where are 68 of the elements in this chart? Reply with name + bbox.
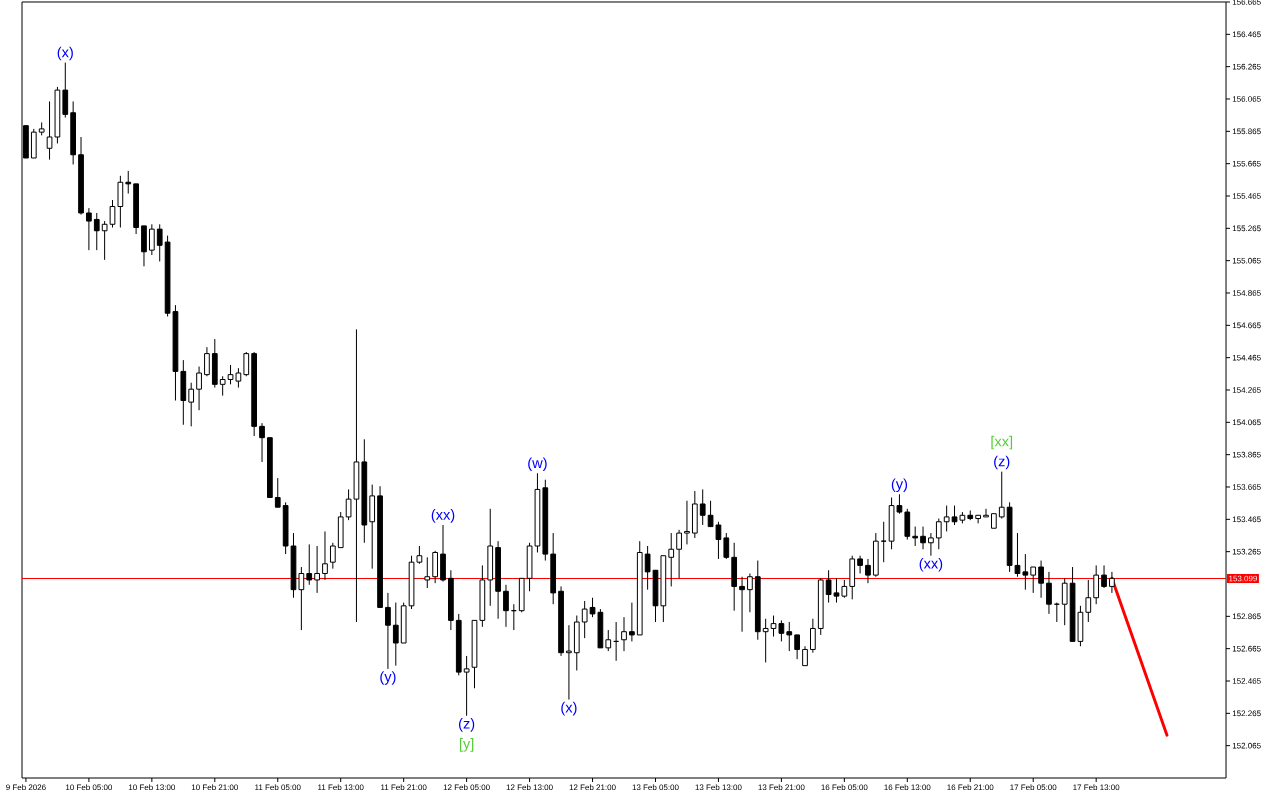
candlestick xyxy=(463,655,470,717)
candlestick xyxy=(259,422,265,463)
candlestick xyxy=(385,592,391,670)
candlestick xyxy=(998,471,1005,520)
candlestick xyxy=(629,602,635,642)
annotation: (y) xyxy=(891,478,908,492)
candlestick xyxy=(424,556,431,589)
candlestick xyxy=(1109,571,1115,594)
candlestick xyxy=(322,530,328,581)
candlestick xyxy=(148,223,155,256)
candlestick xyxy=(1101,564,1107,589)
candlestick xyxy=(125,170,132,195)
candlestick xyxy=(739,576,745,633)
candlestick xyxy=(314,545,320,594)
candlestick xyxy=(668,532,675,587)
candlestick xyxy=(983,508,989,518)
annotation: (x) xyxy=(561,701,577,716)
candlestick xyxy=(86,207,92,251)
candlestick xyxy=(243,351,250,377)
candlestick xyxy=(503,584,509,628)
candlestick xyxy=(156,223,163,262)
annotation: (w) xyxy=(528,457,547,471)
candlestick xyxy=(204,346,210,377)
candlestick xyxy=(802,645,808,667)
candlestick xyxy=(857,555,863,574)
annotation: (z) xyxy=(994,455,1010,470)
candlestick xyxy=(676,529,682,579)
candlestick xyxy=(196,366,202,411)
candlestick xyxy=(581,600,588,639)
candlestick xyxy=(1093,564,1100,605)
candlestick xyxy=(786,621,793,652)
candlestick xyxy=(723,532,730,560)
annotation: (xx) xyxy=(919,557,943,572)
annotation: [y] xyxy=(459,738,474,752)
candlestick xyxy=(699,488,706,526)
candlestick xyxy=(566,624,572,701)
candlestick xyxy=(943,505,950,532)
annotation: [xx] xyxy=(991,435,1013,450)
annotation: (z) xyxy=(459,718,475,732)
candlestick xyxy=(920,526,926,550)
candlestick xyxy=(1085,579,1092,623)
annotation: (y) xyxy=(380,671,396,685)
candlestick xyxy=(1038,560,1044,599)
annotation: (xx) xyxy=(431,509,455,523)
candlestick xyxy=(810,618,816,654)
candlestick xyxy=(188,382,195,427)
candlestick xyxy=(219,375,226,397)
candlestick xyxy=(935,518,942,550)
candlestick xyxy=(1046,571,1052,615)
candlestick xyxy=(621,616,627,652)
candlestick xyxy=(747,572,753,613)
candlestick xyxy=(794,634,800,660)
candlestick xyxy=(1022,553,1029,591)
candlestick xyxy=(1030,566,1037,594)
candlestick xyxy=(329,542,336,570)
candlestick xyxy=(1061,577,1068,626)
candlestick xyxy=(912,526,919,547)
candlestick xyxy=(928,532,934,557)
candlestick xyxy=(684,500,690,545)
candlestick xyxy=(605,629,612,652)
candlestick xyxy=(865,558,871,584)
candlestick xyxy=(975,514,981,524)
candlestick xyxy=(93,212,100,251)
annotation: (x) xyxy=(57,46,73,61)
candlestick xyxy=(392,602,399,667)
candlestick xyxy=(306,543,313,586)
candlestick xyxy=(274,477,281,508)
candlestick xyxy=(762,618,769,663)
